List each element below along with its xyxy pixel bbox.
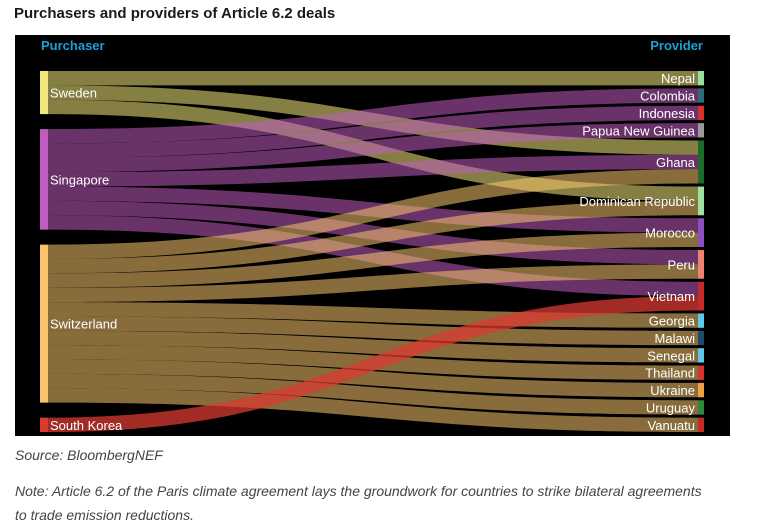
provider-node-morocco bbox=[698, 218, 704, 247]
provider-label-peru: Peru bbox=[668, 257, 695, 272]
provider-node-peru bbox=[698, 250, 704, 279]
provider-node-papua-new-guinea bbox=[698, 123, 704, 138]
labels-layer: Sweden Singapore Switzerland South Korea Nep… bbox=[50, 71, 696, 433]
provider-label-georgia: Georgia bbox=[649, 314, 696, 329]
purchaser-label-switzerland: Switzerland bbox=[50, 317, 117, 332]
provider-node-malawi bbox=[698, 330, 704, 346]
provider-label-malawi: Malawi bbox=[655, 331, 696, 346]
flow-sweden-to-nepal bbox=[48, 71, 698, 86]
provider-node-vanuatu bbox=[698, 417, 704, 432]
provider-label-papua-new-guinea: Papua New Guinea bbox=[582, 123, 696, 138]
flow-switzerland-to-morocco bbox=[48, 232, 698, 288]
purchaser-node-sweden bbox=[40, 71, 48, 115]
provider-node-uruguay bbox=[698, 400, 704, 415]
flow-switzerland-to-ukraine bbox=[48, 359, 698, 398]
purchaser-header: Purchaser bbox=[41, 38, 105, 53]
sankey-diagram: Sweden Singapore Switzerland South Korea Nep… bbox=[40, 38, 704, 433]
purchaser-node-south-korea bbox=[40, 417, 48, 432]
provider-node-colombia bbox=[698, 88, 704, 103]
provider-node-indonesia bbox=[698, 105, 704, 121]
purchaser-label-singapore: Singapore bbox=[50, 172, 109, 187]
provider-label-uruguay: Uruguay bbox=[646, 400, 696, 415]
provider-label-ghana: Ghana bbox=[656, 155, 696, 170]
purchaser-label-sweden: Sweden bbox=[50, 86, 97, 101]
provider-label-dominican-republic: Dominican Republic bbox=[579, 194, 695, 209]
provider-label-morocco: Morocco bbox=[645, 226, 695, 241]
provider-label-nepal: Nepal bbox=[661, 71, 695, 86]
provider-node-thailand bbox=[698, 365, 704, 380]
flow-switzerland-to-senegal bbox=[48, 330, 698, 363]
source-note: Source: BloombergNEF bbox=[15, 447, 163, 463]
provider-node-dominican-republic bbox=[698, 186, 704, 216]
flow-singapore-to-colombia bbox=[48, 88, 698, 144]
provider-node-ghana bbox=[698, 140, 704, 184]
provider-label-senegal: Senegal bbox=[647, 348, 695, 363]
provider-label-ukraine: Ukraine bbox=[650, 383, 695, 398]
provider-label-colombia: Colombia bbox=[640, 89, 696, 104]
provider-node-ukraine bbox=[698, 382, 704, 398]
provider-label-vietnam: Vietnam bbox=[648, 289, 695, 304]
provider-node-senegal bbox=[698, 348, 704, 363]
flow-switzerland-to-dominican-republic bbox=[48, 200, 698, 274]
provider-label-vanuatu: Vanuatu bbox=[648, 418, 695, 433]
flows-layer bbox=[48, 71, 698, 432]
chart-title: Purchasers and providers of Article 6.2 … bbox=[14, 5, 336, 22]
sankey-plot-area: Sweden Singapore Switzerland South Korea Nep… bbox=[15, 35, 730, 436]
flow-south-korea-to-vietnam bbox=[48, 296, 698, 432]
provider-header: Provider bbox=[650, 38, 703, 53]
provider-node-georgia bbox=[698, 313, 704, 328]
flow-singapore-to-indonesia bbox=[48, 105, 698, 158]
provider-label-indonesia: Indonesia bbox=[639, 106, 696, 121]
footnote: Note: Article 6.2 of the Paris climate a… bbox=[15, 483, 702, 523]
flow-switzerland-to-peru bbox=[48, 264, 698, 303]
purchaser-node-switzerland bbox=[40, 244, 48, 403]
flow-switzerland-to-malawi bbox=[48, 316, 698, 346]
purchaser-label-south-korea: South Korea bbox=[50, 418, 123, 433]
flow-singapore-to-papua-new-guinea bbox=[48, 123, 698, 173]
nodes-layer bbox=[40, 71, 704, 432]
flow-switzerland-to-vanuatu bbox=[48, 388, 698, 432]
provider-label-thailand: Thailand bbox=[645, 366, 695, 381]
flow-switzerland-to-uruguay bbox=[48, 373, 698, 415]
flow-switzerland-to-ghana bbox=[48, 169, 698, 259]
purchaser-node-singapore bbox=[40, 129, 48, 230]
provider-node-vietnam bbox=[698, 281, 704, 311]
provider-node-nepal bbox=[698, 71, 704, 86]
flow-singapore-to-ghana bbox=[48, 154, 698, 187]
